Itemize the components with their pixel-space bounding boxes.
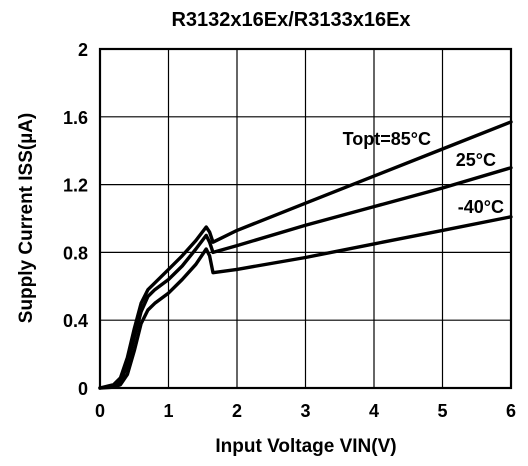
y-axis-label: Supply Current ISS(µA) <box>16 113 37 323</box>
y-tick-label: 0.8 <box>63 243 88 263</box>
y-tick-label: 1.2 <box>63 176 88 196</box>
series-line-1 <box>98 166 513 390</box>
series-label-1: 25°C <box>456 150 496 170</box>
series-line-2 <box>98 215 513 390</box>
y-tick-label: 1.6 <box>63 108 88 128</box>
series-label-0: Topt=85°C <box>343 129 431 149</box>
x-tick-label: 1 <box>163 401 173 421</box>
x-tick-label: 4 <box>369 401 379 421</box>
y-tick-label: 2 <box>78 40 88 60</box>
grid-lines <box>99 48 512 389</box>
y-tick-label: 0.4 <box>63 311 88 331</box>
x-tick-label: 6 <box>506 401 516 421</box>
plot-frame <box>98 47 513 390</box>
curves <box>98 120 513 390</box>
x-axis-label: Input Voltage VIN(V) <box>215 436 396 457</box>
x-tick-label: 2 <box>232 401 242 421</box>
series-label-2: -40°C <box>458 197 504 217</box>
chart-title: R3132x16Ex/R3133x16Ex <box>171 9 410 31</box>
x-tick-label: 0 <box>95 401 105 421</box>
series-line-0 <box>98 120 513 390</box>
series-labels: Topt=85°C 25°C -40°C <box>343 129 504 217</box>
tick-labels: 0 1 2 3 4 5 6 0 0.4 0.8 1.2 1.6 2 <box>63 40 516 421</box>
y-tick-label: 0 <box>78 379 88 399</box>
x-tick-label: 5 <box>437 401 447 421</box>
x-tick-label: 3 <box>300 401 310 421</box>
